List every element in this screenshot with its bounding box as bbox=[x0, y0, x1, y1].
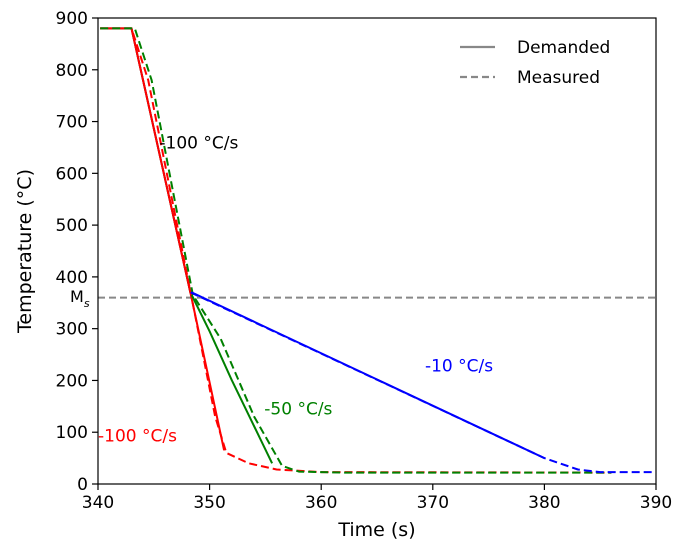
y-tick-label: 400 bbox=[56, 268, 88, 288]
legend-demanded-label: Demanded bbox=[517, 38, 610, 58]
series-line-0 bbox=[100, 27, 192, 294]
y-axis-label: Temperature (°C) bbox=[14, 169, 36, 334]
x-tick-label: 360 bbox=[305, 493, 337, 513]
series-line-6 bbox=[190, 291, 656, 474]
annotation-rate-label: -100 °C/s bbox=[98, 427, 177, 447]
y-tick-label: 600 bbox=[56, 164, 88, 184]
y-tick-label: 500 bbox=[56, 216, 88, 236]
x-tick-label: 340 bbox=[82, 493, 114, 513]
legend: Demanded Measured bbox=[460, 38, 610, 88]
annotation-rate-label: -10 °C/s bbox=[425, 357, 493, 377]
y-tick-label: 200 bbox=[56, 371, 88, 391]
y-tick-label: 900 bbox=[56, 9, 88, 29]
y-tick-label: 0 bbox=[77, 475, 88, 495]
series-line-4 bbox=[100, 27, 612, 474]
annotation-rate-label: -100 °C/s bbox=[159, 133, 238, 153]
x-tick-label: 380 bbox=[528, 493, 560, 513]
y-tick-label: 700 bbox=[56, 113, 88, 133]
ms-label: Ms bbox=[70, 287, 90, 310]
series-line-2 bbox=[100, 27, 612, 474]
x-tick-label: 390 bbox=[640, 493, 672, 513]
y-tick-label: 300 bbox=[56, 320, 88, 340]
series-line-3 bbox=[190, 294, 273, 464]
plot-frame bbox=[97, 17, 657, 485]
legend-measured-label: Measured bbox=[517, 68, 600, 88]
x-axis-label: Time (s) bbox=[337, 519, 415, 541]
series-line-1 bbox=[100, 27, 226, 451]
annotation-rate-label: -50 °C/s bbox=[264, 400, 332, 420]
y-tick-label: 100 bbox=[56, 423, 88, 443]
y-tick-label: 800 bbox=[56, 61, 88, 81]
x-tick-label: 350 bbox=[193, 493, 225, 513]
x-tick-label: 370 bbox=[417, 493, 449, 513]
